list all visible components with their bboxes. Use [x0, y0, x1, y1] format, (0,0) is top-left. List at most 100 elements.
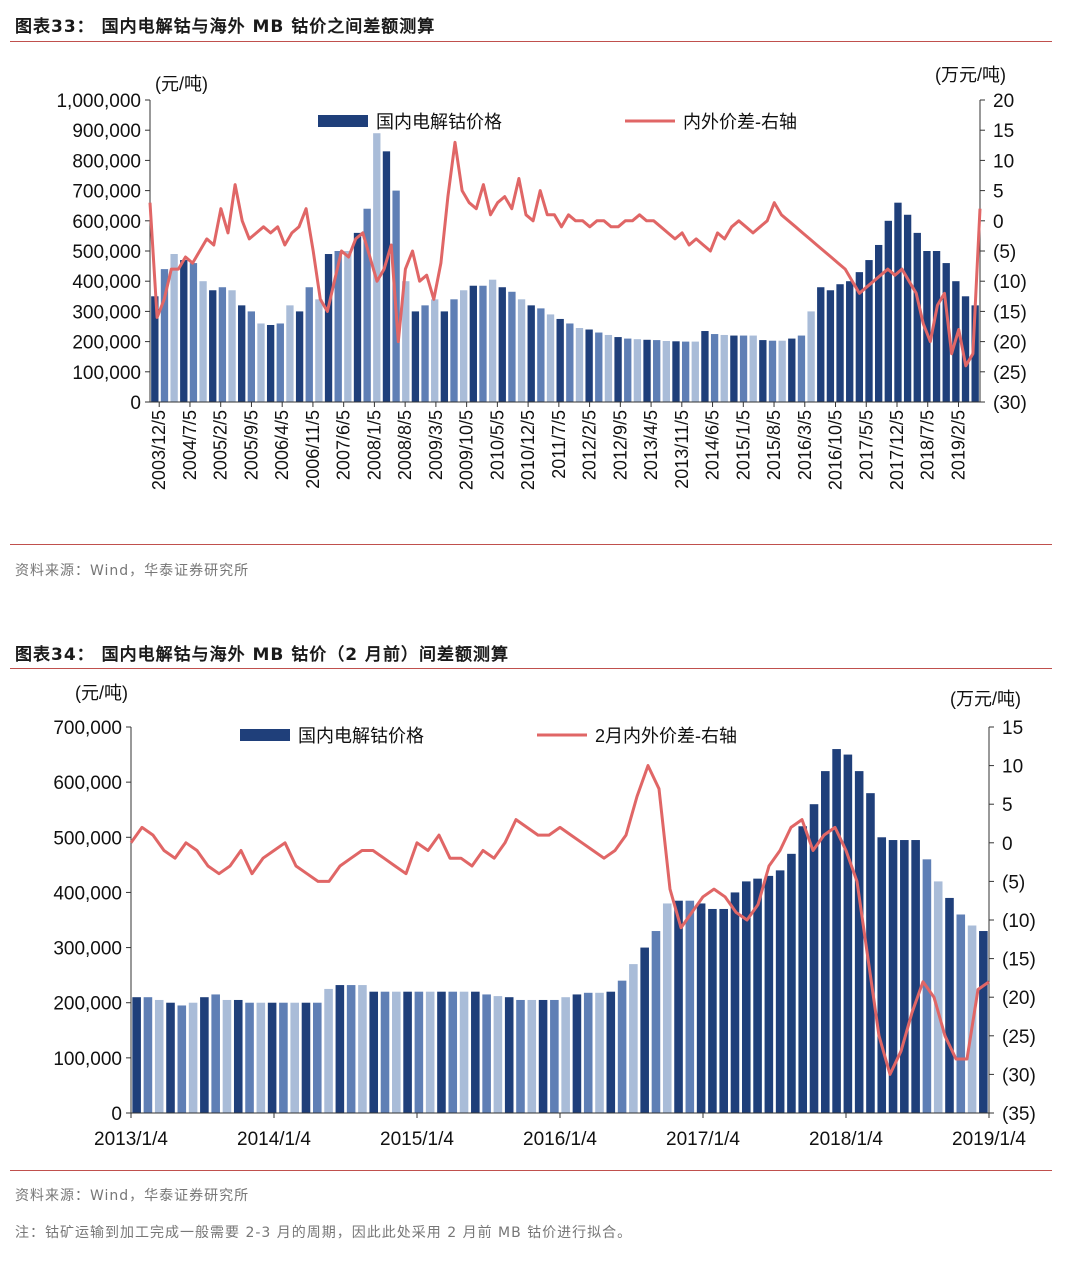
x-tick-label: 2015/1/4 [380, 1129, 454, 1150]
left-tick-label: 700,000 [72, 182, 141, 203]
right-tick-label: 5 [993, 182, 1004, 203]
legend-bar-label: 国内电解钴价格 [298, 726, 424, 746]
figure-1-title: 图表33： 国内电解钴与海外 MB 钴价之间差额测算 [15, 17, 436, 37]
price-bar [739, 335, 748, 402]
price-bar [900, 840, 909, 1113]
x-tick-label: 2016/3/5 [795, 410, 815, 480]
price-bar [295, 311, 304, 402]
right-tick-label: 15 [1002, 718, 1023, 739]
right-tick-label: (30) [993, 393, 1027, 414]
x-tick-label: 2015/1/5 [733, 410, 753, 480]
price-bar [911, 840, 920, 1113]
price-bar [685, 900, 695, 1113]
price-bar [346, 985, 356, 1113]
legend-bar-label: 国内电解钴价格 [376, 112, 502, 132]
figure-2-bottom-rule [10, 1170, 1052, 1172]
price-bar [373, 133, 381, 402]
right-tick-label: 10 [993, 151, 1014, 172]
price-bar [681, 341, 690, 402]
price-bar [353, 232, 362, 402]
x-tick-label: 2006/4/5 [272, 410, 292, 480]
price-bar [894, 202, 902, 402]
price-bar [778, 340, 786, 402]
figure-2-source: 资料来源：Wind，华泰证券研究所 [15, 1188, 250, 1204]
price-bar [595, 332, 603, 402]
x-tick-label: 2015/8/5 [764, 410, 784, 480]
figure-1-source: 资料来源：Wind，华泰证券研究所 [15, 563, 250, 579]
price-bar [653, 340, 661, 402]
x-tick-label: 2007/6/5 [334, 410, 354, 480]
left-tick-label: 600,000 [72, 212, 141, 233]
price-bar [550, 999, 559, 1113]
x-tick-label: 2013/11/5 [672, 410, 692, 489]
x-tick-label: 2017/1/4 [666, 1129, 740, 1150]
x-tick-label: 2011/7/5 [549, 410, 569, 479]
left-tick-label: 0 [130, 393, 141, 414]
price-bar [437, 991, 446, 1113]
x-tick-label: 2014/1/4 [237, 1129, 311, 1150]
price-bar [672, 341, 680, 402]
left-tick-label: 100,000 [53, 1049, 122, 1070]
x-tick-label: 2014/6/5 [703, 410, 723, 480]
x-tick-label: 2017/12/5 [887, 410, 907, 490]
price-bar [448, 991, 458, 1113]
price-bar [556, 318, 564, 402]
price-bar [846, 281, 854, 402]
price-bar [290, 1002, 299, 1113]
x-tick-label: 2010/12/5 [518, 410, 538, 490]
price-bar [516, 999, 525, 1113]
price-bar [276, 323, 284, 402]
price-bar [154, 999, 164, 1113]
price-bar [633, 339, 642, 402]
price-bar [460, 290, 468, 402]
price-bar [199, 281, 207, 402]
right-tick-label: (20) [1002, 988, 1036, 1009]
price-bar [817, 287, 825, 402]
price-bar [662, 341, 670, 402]
price-bar [266, 324, 275, 402]
price-bar [583, 992, 593, 1113]
price-bar [961, 296, 970, 402]
price-bar [335, 985, 345, 1113]
x-tick-label: 2012/2/5 [580, 410, 600, 480]
x-tick-label: 2017/5/5 [856, 410, 876, 480]
left-tick-label: 500,000 [53, 828, 122, 849]
price-bar [979, 931, 988, 1113]
price-bar [971, 305, 979, 402]
price-bar [177, 1005, 187, 1113]
price-bar [797, 335, 806, 402]
legend-line-label: 内外价差-右轴 [683, 112, 797, 132]
legend-line-label: 2月内外价差-右轴 [595, 726, 737, 746]
price-bar [188, 1002, 198, 1113]
price-bar [358, 985, 367, 1113]
price-bar [166, 1002, 175, 1113]
left-tick-label: 300,000 [53, 939, 122, 960]
left-tick-label: 500,000 [72, 242, 141, 263]
price-bar [469, 285, 477, 402]
right-tick-label: (35) [1002, 1104, 1036, 1125]
figure-2-top-rule [10, 668, 1052, 670]
price-bar [606, 991, 616, 1113]
price-bar [508, 291, 516, 402]
price-bar [866, 793, 875, 1113]
price-bar [877, 837, 887, 1113]
price-bar [189, 263, 198, 402]
price-bar [730, 335, 738, 402]
price-bar [753, 878, 762, 1113]
price-bar [479, 285, 487, 402]
price-bar [380, 991, 390, 1113]
x-tick-label: 2016/10/5 [826, 410, 846, 490]
price-bar [369, 991, 379, 1113]
price-bar [932, 251, 941, 402]
price-bar [614, 337, 622, 402]
price-bar [527, 305, 535, 402]
x-tick-label: 2019/1/4 [952, 1129, 1026, 1150]
left-axis-unit: (元/吨) [75, 683, 128, 703]
right-tick-label: (25) [1002, 1027, 1036, 1048]
legend-bar-swatch [318, 115, 368, 127]
figure-2-title: 图表34： 国内电解钴与海外 MB 钴价（2 月前）间差额测算 [15, 645, 510, 665]
price-bar [730, 892, 740, 1113]
right-tick-label: (5) [1002, 872, 1025, 893]
price-bar [334, 251, 342, 402]
price-bar [710, 334, 719, 402]
